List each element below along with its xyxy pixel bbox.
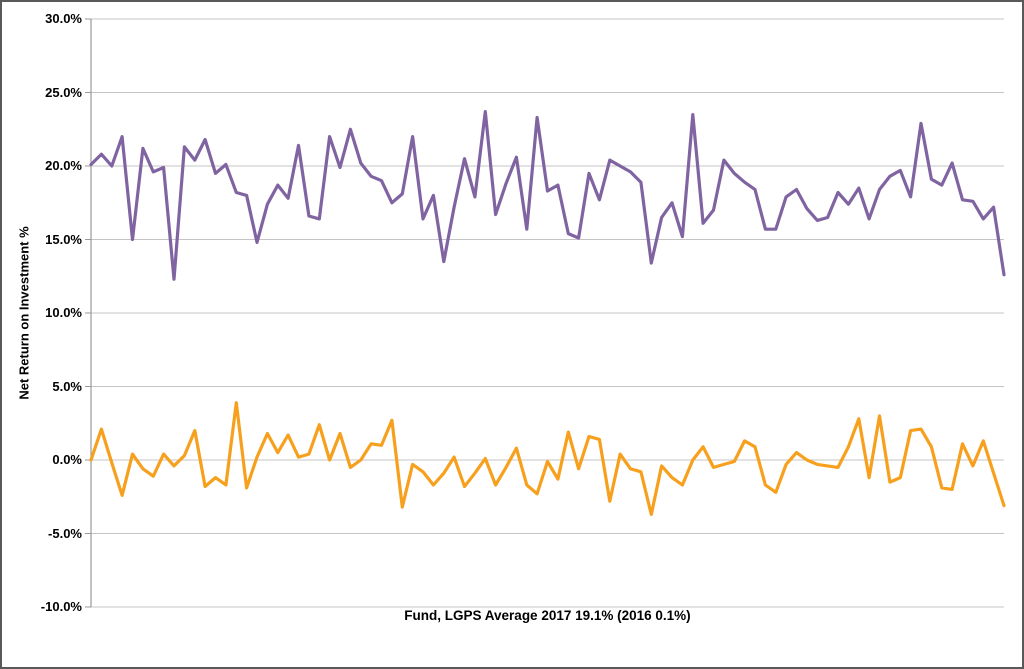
y-tick-label: 15.0% (45, 231, 82, 247)
y-tick-label: 5.0% (52, 378, 82, 394)
series-line-2017 (89, 109, 1006, 281)
y-tick-label: 25.0% (45, 84, 82, 100)
y-tick-label: -5.0% (48, 525, 82, 541)
y-tick-label: 20.0% (45, 158, 82, 173)
x-axis-title: Fund, LGPS Average 2017 19.1% (2016 0.1%… (404, 608, 691, 623)
y-tick-label: -10.0% (40, 599, 82, 614)
y-tick-label: 0.0% (52, 452, 82, 467)
y-tick-label: 30.0% (45, 11, 82, 26)
y-tick-label: 10.0% (45, 305, 82, 320)
series-line-2016 (89, 401, 1006, 517)
